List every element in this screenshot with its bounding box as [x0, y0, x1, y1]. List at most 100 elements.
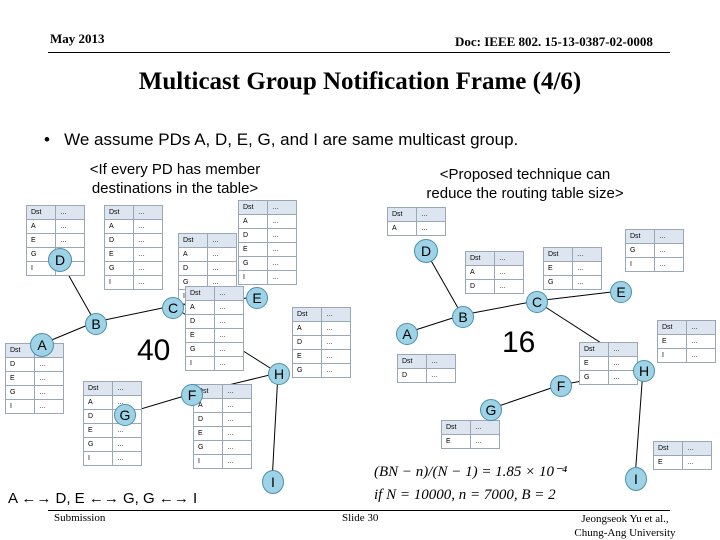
next-hop-cell: …: [470, 434, 500, 449]
table-header-row: Dst…: [625, 229, 684, 244]
dst-cell: A: [238, 214, 268, 229]
next-hop-cell: …: [222, 426, 252, 441]
dst-cell: D: [185, 314, 215, 329]
left-node-e: E: [246, 287, 268, 309]
left-node-a: A: [30, 333, 54, 357]
right-node-f: F: [550, 375, 572, 397]
next-hop-cell: …: [34, 385, 64, 400]
equation-parameters: if N = 10000, n = 7000, B = 2: [374, 487, 556, 503]
dst-cell: E: [193, 426, 223, 441]
table-row: E…: [104, 247, 163, 262]
dst-cell: D: [465, 279, 495, 294]
next-hop-cell: …: [133, 233, 163, 248]
next-hop-cell: …: [494, 265, 524, 280]
table-row: I…: [104, 275, 163, 290]
dst-cell: E: [5, 371, 35, 386]
dst-cell: I: [193, 454, 223, 469]
table-row: E…: [292, 349, 351, 364]
next-hop-cell: …: [112, 423, 142, 438]
routing-table-lt2: Dst… A… D… E… G… I…: [104, 205, 163, 290]
routing-table-lt9: Dst… A… D… E… G…: [292, 307, 351, 378]
table-row: E…: [238, 242, 297, 257]
next-hop-cell: …: [222, 384, 252, 399]
next-hop-cell: …: [572, 261, 602, 276]
dst-cell: A: [104, 219, 134, 234]
next-hop-cell: …: [222, 412, 252, 427]
dst-cell: A: [26, 219, 56, 234]
table-header-row: Dst…: [292, 307, 351, 322]
routing-table-rt9: Dst… E…: [441, 420, 500, 449]
dst-cell: E: [543, 261, 573, 276]
dst-cell: I: [238, 270, 268, 285]
table-header-row: Dst…: [543, 247, 602, 262]
table-row: E…: [193, 426, 252, 441]
table-header-row: Dst…: [397, 354, 456, 369]
next-hop-cell: …: [34, 371, 64, 386]
dst-header-cell: Dst: [26, 205, 56, 220]
routing-table-rt1: Dst… A…: [387, 207, 446, 236]
next-hop-cell: …: [267, 214, 297, 229]
dst-header-cell: Dst: [579, 342, 609, 357]
dst-cell: E: [26, 233, 56, 248]
table-header-row: Dst…: [83, 381, 142, 396]
routing-table-lt7: Dst…A…D…E…G…I…: [83, 381, 142, 466]
dst-cell: A: [178, 247, 208, 262]
routing-table-lt1: Dst…A…E…G…I…: [26, 205, 85, 276]
routing-table-rt8: Dst… E… I…: [657, 320, 716, 363]
dst-cell: I: [657, 348, 687, 363]
dst-cell: I: [625, 257, 655, 272]
table-row: A…: [465, 265, 524, 280]
routing-table-rt4: Dst… G… I…: [625, 229, 684, 272]
dst-cell: D: [104, 233, 134, 248]
dst-cell: G: [238, 256, 268, 271]
next-hop-cell: …: [426, 354, 456, 369]
next-hop-cell: …: [133, 219, 163, 234]
next-hop-cell: …: [55, 205, 85, 220]
left-node-i: I: [262, 470, 284, 494]
next-hop-cell: …: [222, 440, 252, 455]
dst-cell: E: [185, 328, 215, 343]
dst-header-cell: Dst: [185, 286, 215, 301]
bullet-sentence: We assume PDs A, D, E, G, and I are same…: [64, 130, 519, 149]
table-row: A…: [292, 321, 351, 336]
next-hop-cell: …: [682, 441, 712, 456]
dst-cell: E: [104, 247, 134, 262]
next-hop-cell: …: [686, 334, 716, 349]
right-entry-count: 16: [502, 326, 536, 359]
right-node-b: B: [452, 306, 474, 328]
table-row: E…: [657, 334, 716, 349]
next-hop-cell: …: [112, 451, 142, 466]
table-row: G…: [292, 363, 351, 378]
dst-header-cell: Dst: [441, 420, 471, 435]
next-hop-cell: …: [214, 286, 244, 301]
next-hop-cell: …: [654, 243, 684, 258]
right-node-a: A: [396, 323, 418, 345]
left-caption-line-1: <If every PD has member: [89, 161, 261, 178]
routing-table-rt10: Dst… E…: [653, 441, 712, 470]
next-hop-cell: …: [416, 221, 446, 236]
table-row: E…: [185, 328, 244, 343]
dst-cell: I: [104, 275, 134, 290]
table-row: A…: [185, 300, 244, 315]
dst-cell: I: [185, 356, 215, 371]
next-hop-cell: …: [207, 247, 237, 262]
table-row: G…: [104, 261, 163, 276]
table-header-row: Dst…: [104, 205, 163, 220]
next-hop-cell: …: [34, 357, 64, 372]
routing-table-rt2: Dst… A… D…: [465, 251, 524, 294]
routing-table-lt4: Dst… A… D… E… G… I…: [238, 200, 297, 285]
dst-header-cell: Dst: [543, 247, 573, 262]
table-row: I…: [185, 356, 244, 371]
dst-cell: D: [193, 412, 223, 427]
routing-table-rt3: Dst… E… G…: [543, 247, 602, 290]
table-row: A…: [26, 219, 85, 234]
footer-author: Jeongseok Yu et al., Chung-Ang Universit…: [540, 512, 710, 540]
next-hop-cell: …: [267, 270, 297, 285]
dst-cell: A: [292, 321, 322, 336]
dst-cell: G: [292, 363, 322, 378]
left-node-c: C: [162, 297, 184, 319]
next-hop-cell: …: [214, 300, 244, 315]
footer-author-line-2: Chung-Ang University: [574, 527, 676, 539]
dst-cell: D: [238, 228, 268, 243]
table-row: E…: [26, 233, 85, 248]
